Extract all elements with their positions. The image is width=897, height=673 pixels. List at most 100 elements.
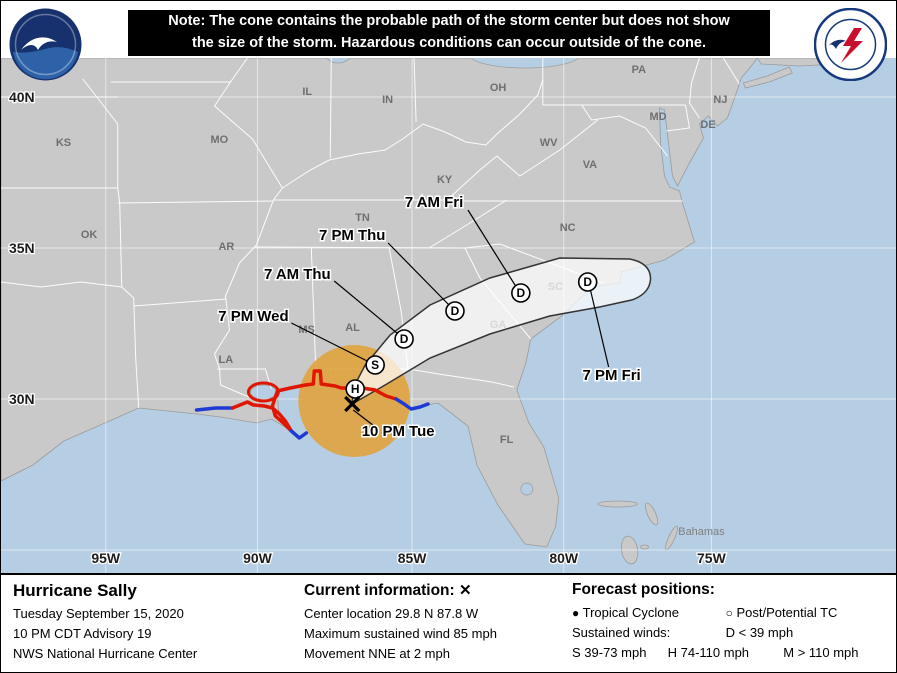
noaa-logo <box>9 8 82 81</box>
current-info-block: Current information: ✕ Center location 2… <box>304 581 572 672</box>
forecast-point-letter: D <box>517 286 526 300</box>
forecast-point <box>394 329 414 349</box>
time-label-leaders <box>291 209 610 427</box>
storm-agency: NWS National Hurricane Center <box>13 646 198 661</box>
forecast-cone-map: KS OK MO AR LA IL IN OH KY TN MS AL GA F… <box>1 58 896 573</box>
time-label: 7 AM Fri <box>405 194 463 211</box>
state-label: MO <box>211 134 229 146</box>
wind-scale-s: S 39-73 mph <box>572 645 647 660</box>
lon-label: 75W <box>697 550 727 566</box>
wind-scale-h: H 74-110 mph <box>667 645 750 660</box>
lat-label: 35N <box>9 240 35 256</box>
time-label: 7 PM Wed <box>218 308 288 325</box>
tropical-storm-warning-delta <box>289 429 309 440</box>
state-label: AL <box>345 322 360 334</box>
wind-scale-d: D < 39 mph <box>725 625 794 640</box>
bahamas-grand-bahama <box>597 500 638 508</box>
lake-erie <box>470 58 579 69</box>
state-label: KS <box>56 137 71 149</box>
state-label: MD <box>650 111 667 123</box>
tropical-storm-warning-east <box>394 397 430 411</box>
state-label: KY <box>437 174 453 186</box>
lon-label: 95W <box>91 550 121 566</box>
sustained-winds-label: Sustained winds: <box>572 625 671 640</box>
coordinate-labels: 40N 35N 30N 95W 90W 85W 80W 75W <box>8 88 728 568</box>
lon-label: 90W <box>243 550 273 566</box>
nws-logo-inner-ring <box>824 18 877 71</box>
lake-pontchartrain <box>250 384 277 400</box>
hurricane-warning <box>230 369 398 433</box>
region-label-bahamas: Bahamas <box>678 526 725 538</box>
noaa-logo-sea <box>13 47 78 80</box>
tropical-cyclone-label: Tropical Cyclone <box>582 605 679 620</box>
forecast-point <box>511 283 531 303</box>
noaa-seagull-icon <box>21 37 57 50</box>
forecast-point <box>345 379 365 399</box>
time-label: 7 AM Thu <box>264 266 331 283</box>
state-label: DE <box>700 119 715 131</box>
forecast-positions-title: Forecast positions: <box>572 581 715 598</box>
movement: Movement NNE at 2 mph <box>304 646 450 661</box>
state-label: OK <box>81 229 98 241</box>
nws-seagull-icon <box>828 39 846 49</box>
state-label: NJ <box>713 94 727 106</box>
storm-advisory: 10 PM CDT Advisory 19 <box>13 626 152 641</box>
wind-scale-m: M > 110 mph <box>783 645 859 660</box>
forecast-cone <box>351 257 652 406</box>
forecast-point <box>577 272 598 292</box>
note-line1: Note: The cone contains the probable pat… <box>168 13 730 30</box>
current-info-title: Current information: <box>304 582 455 599</box>
forecast-legend-block: Forecast positions: ● Tropical Cyclone ○… <box>572 581 896 672</box>
tropical-cyclone-symbol: ● <box>572 606 580 620</box>
lat-label: 40N <box>9 89 35 105</box>
lake-okeechobee <box>520 482 534 496</box>
coastal-warnings <box>194 369 430 440</box>
nws-logo <box>814 8 887 81</box>
forecast-point <box>365 355 385 375</box>
time-label: 7 PM Fri <box>583 367 641 384</box>
state-label: TN <box>355 212 370 224</box>
forecast-positions: H S D D D D <box>344 272 598 413</box>
state-label: IN <box>382 94 393 106</box>
landmass <box>1 58 860 565</box>
tropical-storm-warning-west <box>194 406 235 412</box>
state-label: FL <box>500 434 514 446</box>
time-label: 7 PM Thu <box>319 227 385 244</box>
current-position-symbol: ✕ <box>459 582 472 599</box>
state-labels: KS OK MO AR LA IL IN OH KY TN MS AL GA F… <box>56 64 728 538</box>
state-label: NC <box>560 222 576 234</box>
forecast-point <box>445 301 465 321</box>
state-label: WV <box>540 137 558 149</box>
lon-label: 85W <box>398 550 428 566</box>
forecast-point-letter: D <box>583 275 592 289</box>
lat-label: 30N <box>9 391 35 407</box>
storm-date: Tuesday September 15, 2020 <box>13 606 184 621</box>
footer: Hurricane Sally Tuesday September 15, 20… <box>1 573 896 672</box>
storm-info-block: Hurricane Sally Tuesday September 15, 20… <box>1 581 304 672</box>
state-label: VA <box>583 159 597 171</box>
bahamas-new-providence <box>640 544 649 550</box>
storm-name: Hurricane Sally <box>13 581 137 600</box>
current-position-x-icon <box>344 395 361 413</box>
noaa-logo-ring <box>14 13 77 76</box>
forecast-point-letter: D <box>400 332 409 346</box>
center-location: Center location 29.8 N 87.8 W <box>304 606 479 621</box>
note-line2: the size of the storm. Hazardous conditi… <box>191 35 706 51</box>
time-label: 10 PM Tue <box>362 423 435 440</box>
graticule <box>1 58 896 573</box>
forecast-point-letter: D <box>451 304 460 318</box>
max-sustained-wind: Maximum sustained wind 85 mph <box>304 626 497 641</box>
state-label: OH <box>490 82 507 94</box>
lon-label: 80W <box>549 550 579 566</box>
header: Note: The cone contains the probable pat… <box>1 1 896 58</box>
time-labels: 10 PM Tue 7 PM Wed 7 AM Thu 7 PM Thu 7 A… <box>217 192 642 441</box>
bahamas-abaco <box>644 502 659 526</box>
long-island <box>742 66 793 89</box>
nws-lightning-icon <box>841 28 863 63</box>
post-tc-label: Post/Potential TC <box>736 605 838 620</box>
state-label: AR <box>219 241 235 253</box>
state-label: LA <box>219 354 234 366</box>
state-label: IL <box>302 86 312 98</box>
post-tc-symbol: ○ <box>725 606 733 620</box>
